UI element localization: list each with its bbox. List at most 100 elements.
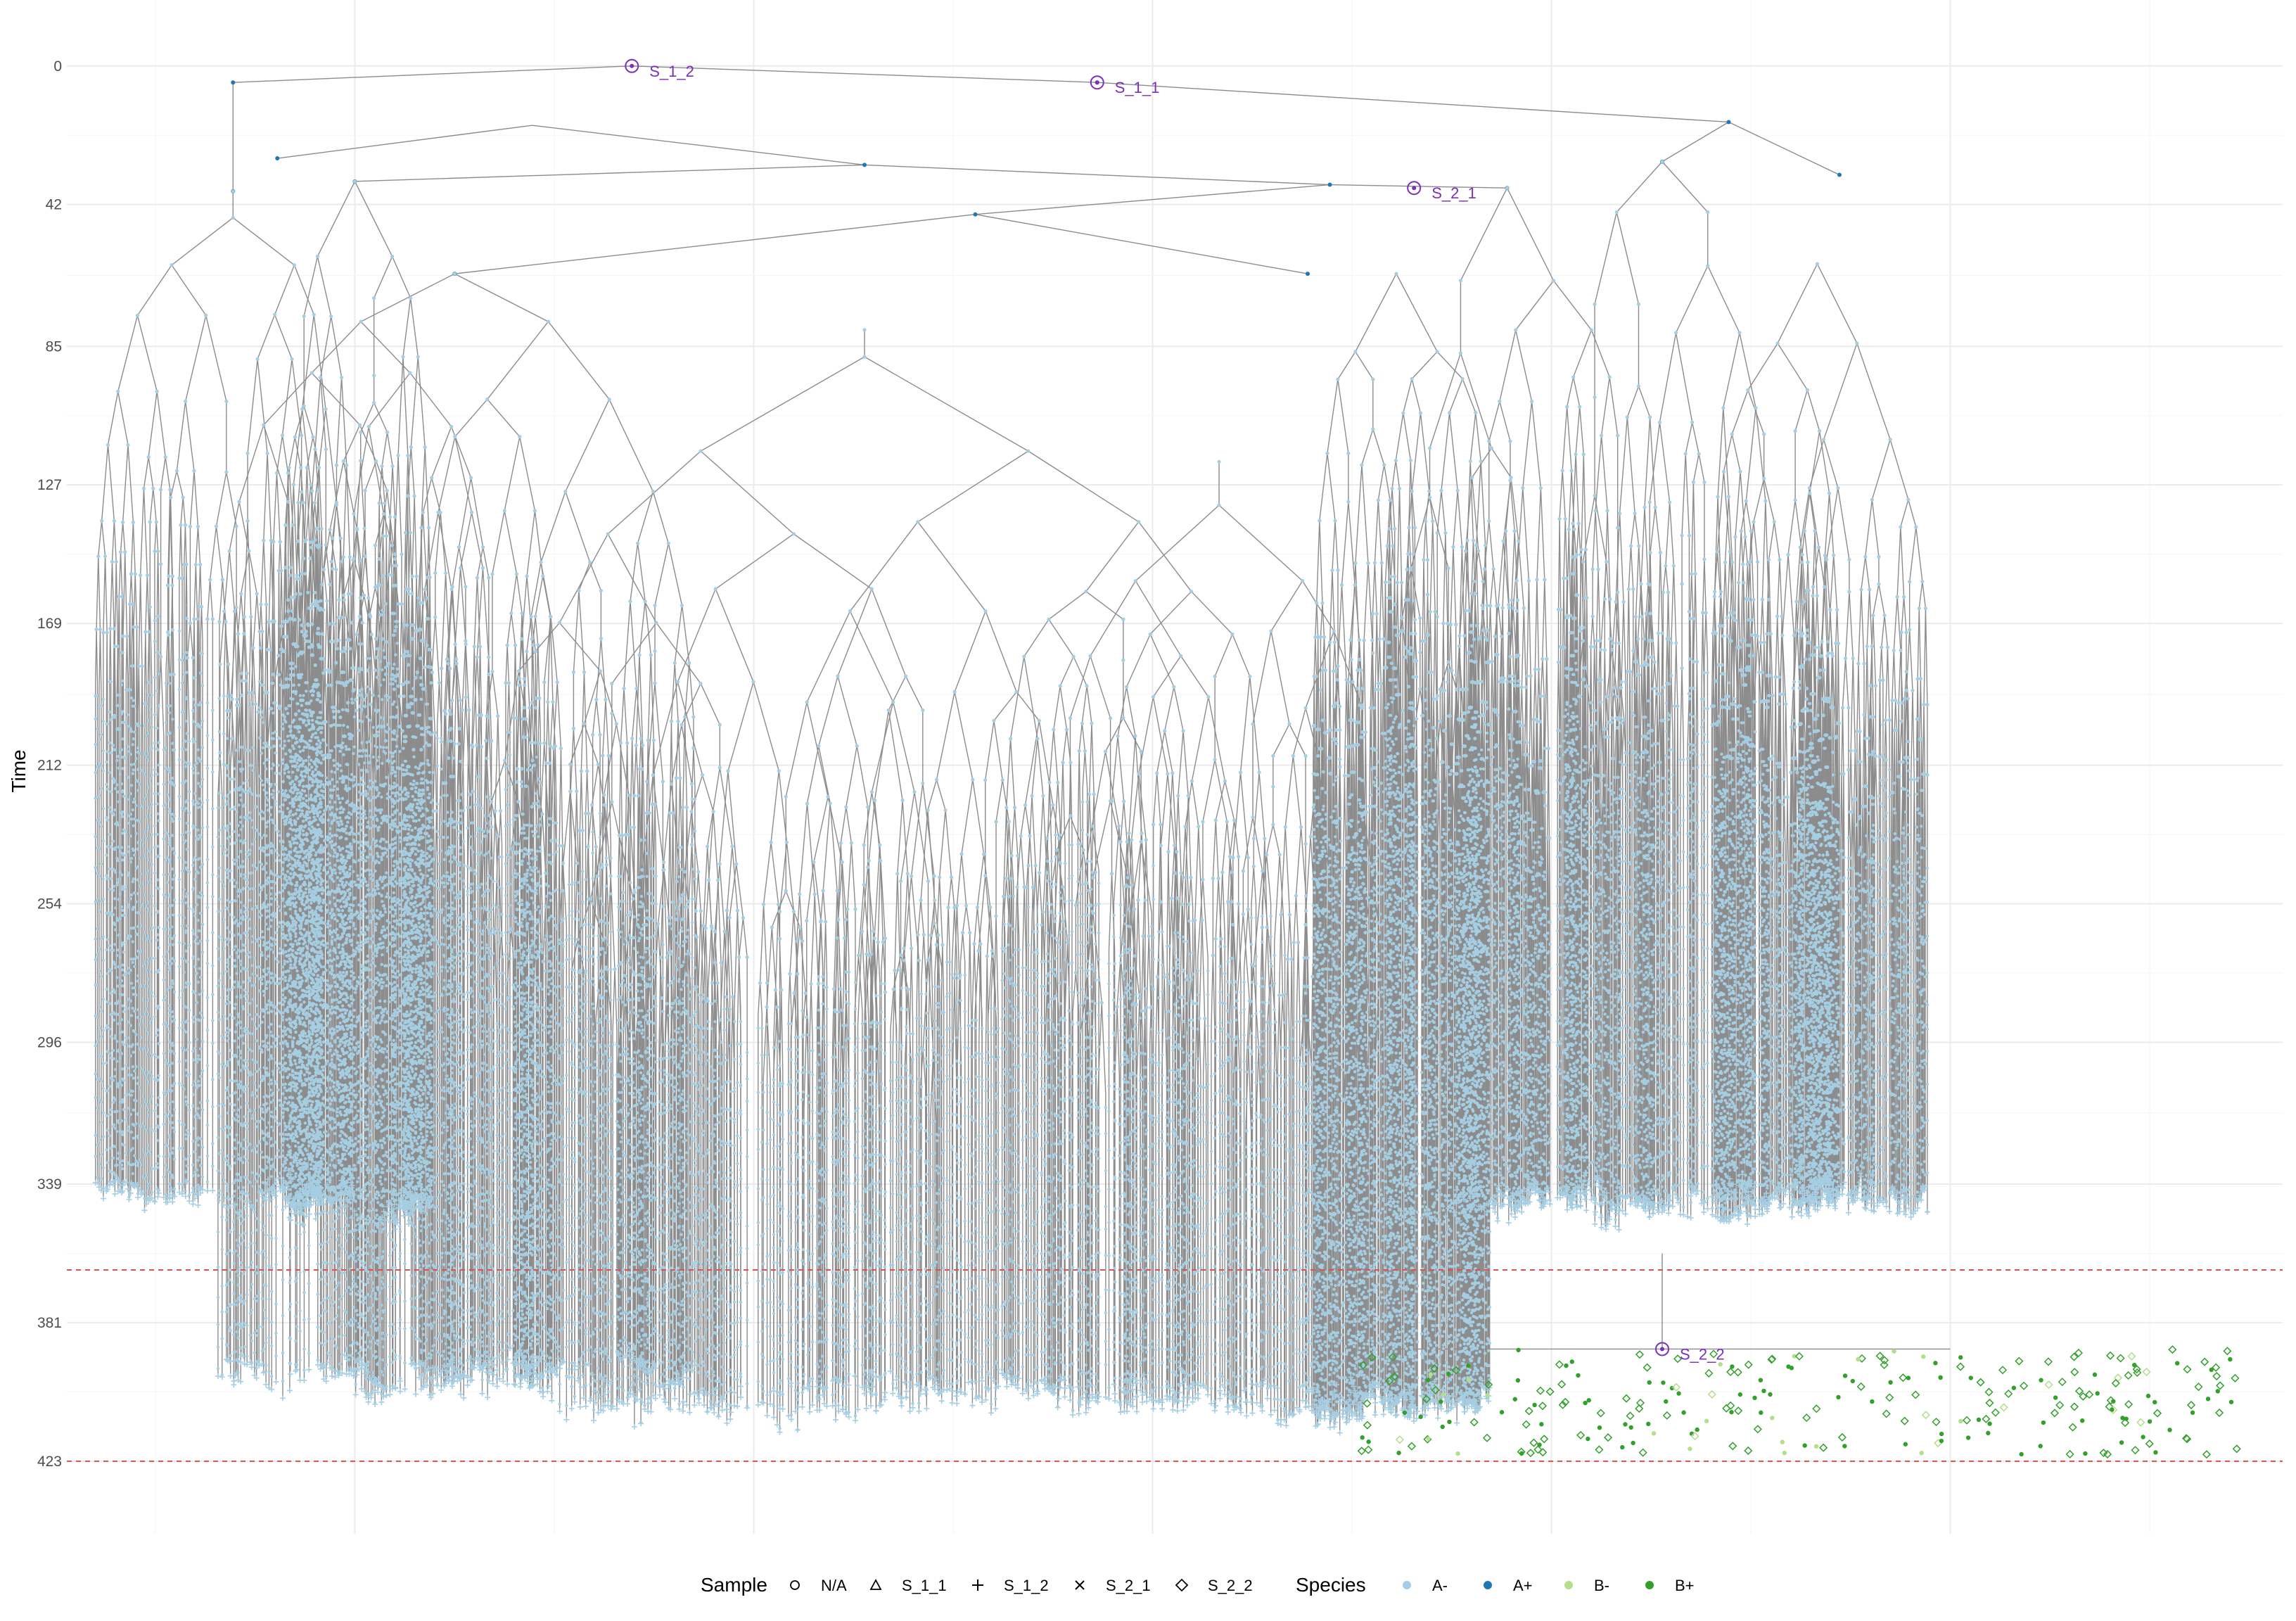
tree-edge <box>355 182 393 257</box>
tree-edge <box>172 265 206 315</box>
tree-edge <box>187 658 189 728</box>
tree-edge <box>148 457 153 488</box>
tree-edge <box>210 526 217 580</box>
tree-edge <box>261 604 262 631</box>
tree-edge <box>281 571 282 613</box>
tree-edge <box>198 526 200 564</box>
tree-edge <box>282 436 288 473</box>
tree-edge <box>201 606 202 640</box>
tree-edge <box>98 521 102 556</box>
tree-edge <box>411 447 414 496</box>
tree-edge <box>185 525 186 564</box>
tree-edge <box>186 401 194 471</box>
tree-edge <box>315 378 321 450</box>
tree-edge <box>123 636 124 709</box>
tree-edge <box>314 604 315 685</box>
tree-edge <box>280 542 281 571</box>
tree-edge <box>196 564 197 618</box>
tree-edge <box>314 314 326 409</box>
y-tick-label: 42 <box>46 197 62 213</box>
tree-edge <box>144 488 147 575</box>
tree-edge <box>276 473 280 542</box>
tree-edge <box>269 540 271 621</box>
y-tick-label: 127 <box>37 477 62 493</box>
y-tick-label: 381 <box>37 1315 62 1331</box>
tree-edge <box>217 526 223 580</box>
tree-edge <box>137 265 172 315</box>
y-tick-label: 254 <box>37 896 62 913</box>
tree-edge <box>289 437 295 468</box>
tree-edge <box>400 604 402 697</box>
tree-edge <box>171 471 177 497</box>
tree-edge <box>277 125 532 158</box>
tree-edge <box>106 557 108 632</box>
tree-edge <box>307 437 313 468</box>
tree-edge <box>403 298 411 357</box>
tree-edge <box>265 692 266 730</box>
tree-edge <box>181 497 183 525</box>
tree-edge <box>361 402 374 432</box>
tree-edge <box>141 576 142 666</box>
tree-edge <box>393 466 395 517</box>
tree-edge <box>257 314 274 359</box>
tree-edge <box>267 453 271 540</box>
y-tick-label: 423 <box>37 1454 62 1470</box>
tree-edge <box>190 623 193 658</box>
y-axis-title: Time <box>8 749 30 792</box>
tree-edge <box>110 629 111 669</box>
tree-edge <box>233 66 632 82</box>
tree-edge <box>200 564 202 606</box>
tree-edge <box>196 526 198 564</box>
y-tick-label: 339 <box>37 1176 62 1193</box>
tree-edge <box>317 256 331 316</box>
tree-edge <box>355 165 865 181</box>
tree-edge <box>307 468 310 559</box>
tree-edge <box>275 265 295 315</box>
tree-edge <box>131 522 133 573</box>
tree-edge <box>144 457 148 488</box>
tree-edge <box>632 66 1097 82</box>
tree-edge <box>390 466 393 517</box>
tree-edge <box>219 580 222 622</box>
tree-edge <box>114 521 116 561</box>
tree-edge <box>186 315 206 401</box>
tree-edge <box>347 640 348 682</box>
tree-edge <box>1097 82 1729 122</box>
tree-edge <box>161 656 164 737</box>
tree-edge <box>412 496 414 576</box>
tree-edge <box>108 445 115 521</box>
tree-edge <box>314 542 315 604</box>
tree-edge <box>333 504 337 538</box>
tree-edge <box>411 357 418 447</box>
tree-edge <box>137 315 157 391</box>
tree-edge <box>118 315 138 391</box>
tree-edge <box>405 651 406 737</box>
tree-edge <box>532 125 865 165</box>
tree-edge <box>326 409 336 502</box>
tree-edge <box>274 473 277 542</box>
tree-edge <box>102 445 108 521</box>
tree-edge <box>110 562 113 629</box>
tree-edge <box>398 455 402 554</box>
tree-edge <box>194 471 198 526</box>
tree-edge <box>264 453 267 540</box>
tree-edge <box>272 621 273 670</box>
tree-edge <box>388 432 393 466</box>
tree-edge <box>107 632 108 711</box>
tree-edge <box>183 497 185 525</box>
tree-edge <box>156 522 158 552</box>
tree-edge <box>100 630 101 693</box>
tree-edge <box>194 564 196 618</box>
tree-edge <box>233 217 294 265</box>
tree-edge <box>103 557 106 632</box>
tree-edge <box>388 575 389 650</box>
tree-edge <box>261 540 264 604</box>
tree-edge <box>131 574 132 604</box>
tree-edge <box>210 580 213 619</box>
tree-edge <box>342 378 347 466</box>
y-tick-label: 212 <box>37 758 62 774</box>
tree-edge <box>393 256 411 298</box>
tree-edge <box>128 445 133 522</box>
